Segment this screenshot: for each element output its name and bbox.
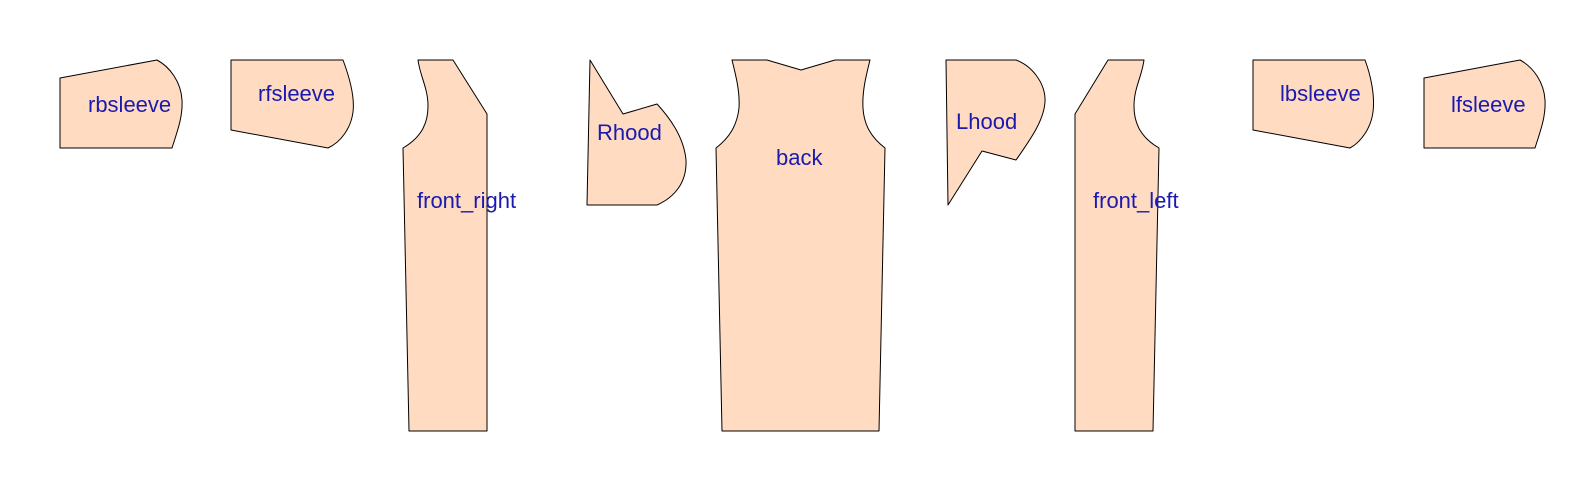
piece-front-right: front_right bbox=[402, 59, 516, 432]
piece-lhood: Lhood bbox=[945, 59, 1046, 206]
piece-label-lhood: Lhood bbox=[956, 109, 1017, 134]
piece-shape-front-left bbox=[1074, 59, 1160, 432]
piece-rbsleeve: rbsleeve bbox=[59, 59, 183, 149]
piece-shape-back bbox=[715, 59, 886, 432]
piece-label-back: back bbox=[776, 145, 823, 170]
piece-label-rhood: Rhood bbox=[597, 120, 662, 145]
piece-rfsleeve: rfsleeve bbox=[230, 59, 354, 149]
piece-front-left: front_left bbox=[1074, 59, 1179, 432]
piece-label-front-right: front_right bbox=[417, 188, 516, 213]
piece-label-rfsleeve: rfsleeve bbox=[258, 81, 335, 106]
piece-shape-rbsleeve bbox=[59, 59, 183, 149]
piece-label-rbsleeve: rbsleeve bbox=[88, 92, 171, 117]
piece-lbsleeve: lbsleeve bbox=[1252, 59, 1374, 149]
piece-shape-rfsleeve bbox=[230, 59, 354, 149]
piece-rhood: Rhood bbox=[586, 59, 687, 206]
piece-shape-lhood bbox=[945, 59, 1046, 206]
piece-shape-rhood bbox=[586, 59, 687, 206]
piece-label-lbsleeve: lbsleeve bbox=[1280, 81, 1361, 106]
piece-lfsleeve: lfsleeve bbox=[1423, 59, 1546, 149]
piece-label-front-left: front_left bbox=[1093, 188, 1179, 213]
piece-shape-lbsleeve bbox=[1252, 59, 1374, 149]
piece-shape-lfsleeve bbox=[1423, 59, 1546, 149]
piece-label-lfsleeve: lfsleeve bbox=[1451, 92, 1526, 117]
piece-shape-front-right bbox=[402, 59, 488, 432]
piece-back: back bbox=[715, 59, 886, 432]
